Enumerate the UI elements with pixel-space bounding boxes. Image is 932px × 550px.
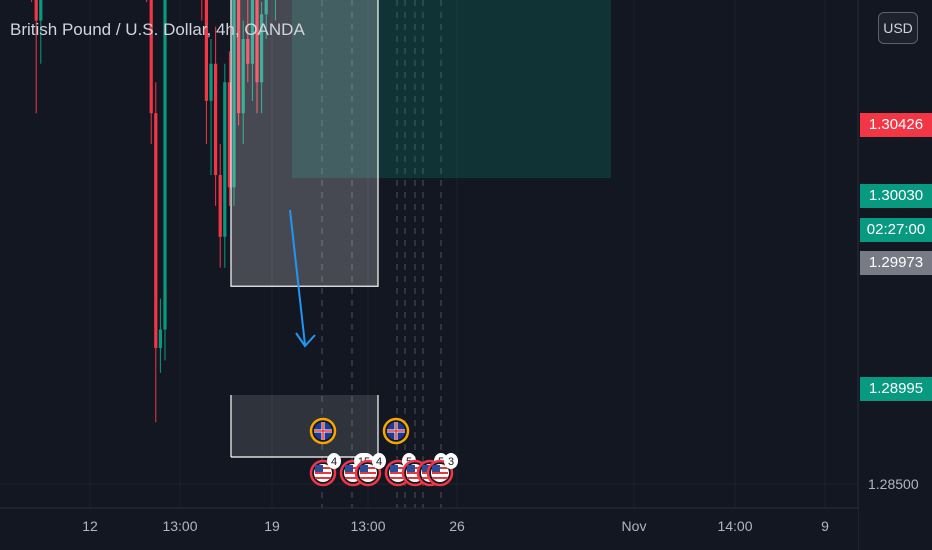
candle-body <box>260 14 264 83</box>
us-flag-icon <box>390 465 398 472</box>
candle-body <box>250 0 254 64</box>
event-count-label: 4 <box>331 456 337 468</box>
currency-button[interactable]: USD <box>878 12 918 44</box>
chart-title: British Pound / U.S. Dollar, 4h, OANDA <box>10 20 305 39</box>
us-flag-icon <box>345 465 353 472</box>
x-tick-label: Nov <box>622 518 647 534</box>
candle-body <box>241 39 245 114</box>
candle-body <box>34 0 38 21</box>
us-flag-icon <box>315 465 323 472</box>
us-flag-icon <box>432 465 440 472</box>
x-tick-label: 19 <box>264 518 280 534</box>
candle-body <box>246 39 250 64</box>
candle-body <box>232 0 236 188</box>
candle-body <box>158 329 162 349</box>
us-flag-icon <box>407 465 415 472</box>
projection-arrow <box>289 209 306 346</box>
event-count-label: 4 <box>376 456 382 468</box>
x-tick-label: 13:00 <box>350 518 385 534</box>
stop-loss-price-tag: 1.30426 <box>860 113 932 137</box>
current-price-tag: 1.30030 <box>860 184 932 208</box>
candle-body <box>39 0 43 21</box>
candle-body <box>255 0 259 83</box>
x-tick-label: 13:00 <box>162 518 197 534</box>
event-count-badge <box>444 453 458 469</box>
candle-body <box>209 63 213 101</box>
candle-body <box>214 63 218 176</box>
time-axis <box>0 508 858 550</box>
us-flag-icon <box>360 465 368 472</box>
zone-box-extension <box>231 395 378 457</box>
countdown-tag: 02:27:00 <box>860 218 932 242</box>
event-count-label: 3 <box>448 456 454 468</box>
zone-box <box>230 0 379 287</box>
candle-body <box>154 113 158 349</box>
candle-body <box>163 0 167 330</box>
candle-body <box>227 82 231 188</box>
entry-price-tag: 1.29973 <box>860 251 932 275</box>
candle-body <box>149 0 153 114</box>
us-flag-icon <box>422 465 430 472</box>
plot-area <box>0 0 858 508</box>
candle-body <box>237 0 241 114</box>
x-tick-label: 26 <box>449 518 465 534</box>
y-tick-label: 1.28500 <box>868 476 919 492</box>
x-tick-label: 12 <box>82 518 98 534</box>
candle-body <box>223 82 227 237</box>
candle-body <box>204 0 208 101</box>
x-tick-label: 14:00 <box>717 518 752 534</box>
candle-body <box>264 0 268 15</box>
take-profit-price-tag: 1.28995 <box>860 377 932 401</box>
x-tick-label: 9 <box>821 518 829 534</box>
event-count-badge <box>372 453 386 469</box>
projection-arrow-head <box>295 332 316 348</box>
event-count-badge <box>327 453 341 469</box>
candle-body <box>218 175 222 237</box>
price-axis <box>858 0 932 550</box>
take-profit-area <box>292 0 611 179</box>
